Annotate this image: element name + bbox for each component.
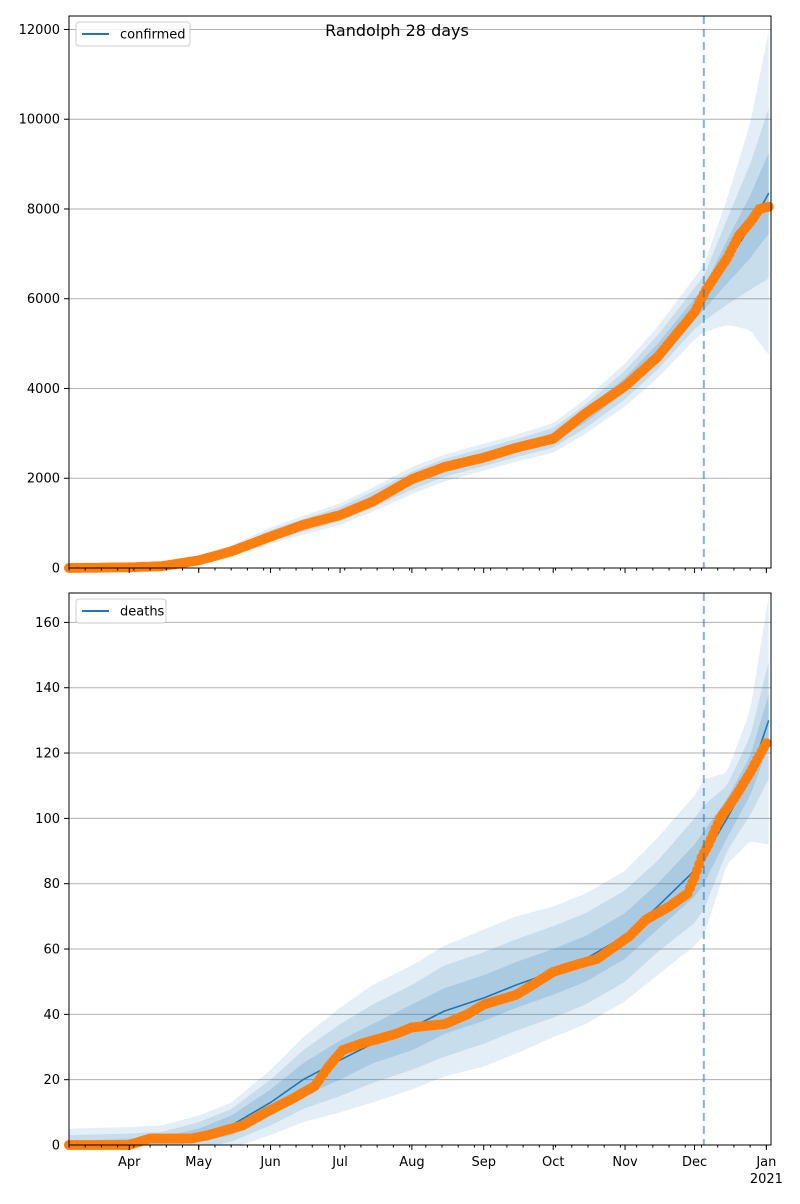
x-tick-label: Aug	[399, 1155, 424, 1170]
x-tick-label: Sep	[471, 1155, 496, 1170]
y-tick-label: 40	[43, 1008, 60, 1023]
chart-title: Randolph 28 days	[325, 21, 469, 40]
y-tick-label: 160	[35, 616, 60, 631]
chart-panel-1: 0 2000 4000 6000 8000 10000 12000 confirmed Rand…	[19, 15, 774, 577]
x-tick-label: Apr	[118, 1155, 141, 1170]
plot-frame	[68, 15, 772, 569]
y-tick-label: 0	[52, 1139, 60, 1154]
observed-point	[763, 201, 774, 212]
y-tick-label: 4000	[27, 382, 60, 397]
y-tick-label: 6000	[27, 292, 60, 307]
x-tick-label: Dec	[682, 1155, 707, 1170]
plot-frame	[68, 592, 772, 1146]
y-tick-label: 12000	[19, 23, 60, 38]
legend: deaths	[75, 598, 167, 624]
x-tick-label: May	[185, 1155, 212, 1170]
x-tick-label: Oct	[542, 1155, 564, 1170]
confidence-band-1	[69, 694, 769, 1145]
legend: confirmed	[75, 21, 191, 47]
y-tick-label: 80	[43, 877, 60, 892]
observed-point	[761, 738, 772, 749]
legend-box	[75, 21, 191, 47]
confidence-band-3	[69, 596, 769, 1145]
confidence-band-2	[69, 661, 769, 1145]
y-tick-label: 120	[35, 747, 60, 762]
y-tick-label: 8000	[27, 202, 60, 217]
x-tick-label: Jun	[259, 1155, 280, 1170]
x-tick-label: Jan	[755, 1155, 776, 1170]
chart-panel-2: 0 20 40 60 80 100 120 140 160 Apr May Jun Jul Aug Sep O…	[35, 592, 783, 1187]
y-tick-label: 100	[35, 812, 60, 827]
y-tick-label: 0	[52, 562, 60, 577]
y-tick-label: 20	[43, 1073, 60, 1088]
x-tick-label: Nov	[612, 1155, 638, 1170]
y-tick-label: 2000	[27, 472, 60, 487]
legend-box	[75, 598, 167, 624]
legend-label: deaths	[120, 605, 165, 620]
y-tick-label: 10000	[19, 113, 60, 128]
legend-label: confirmed	[120, 28, 186, 43]
x-tick-label: Jul	[331, 1155, 348, 1170]
y-tick-label: 60	[43, 943, 60, 958]
y-tick-label: 140	[35, 681, 60, 696]
x-tick-year-label: 2021	[750, 1172, 783, 1187]
